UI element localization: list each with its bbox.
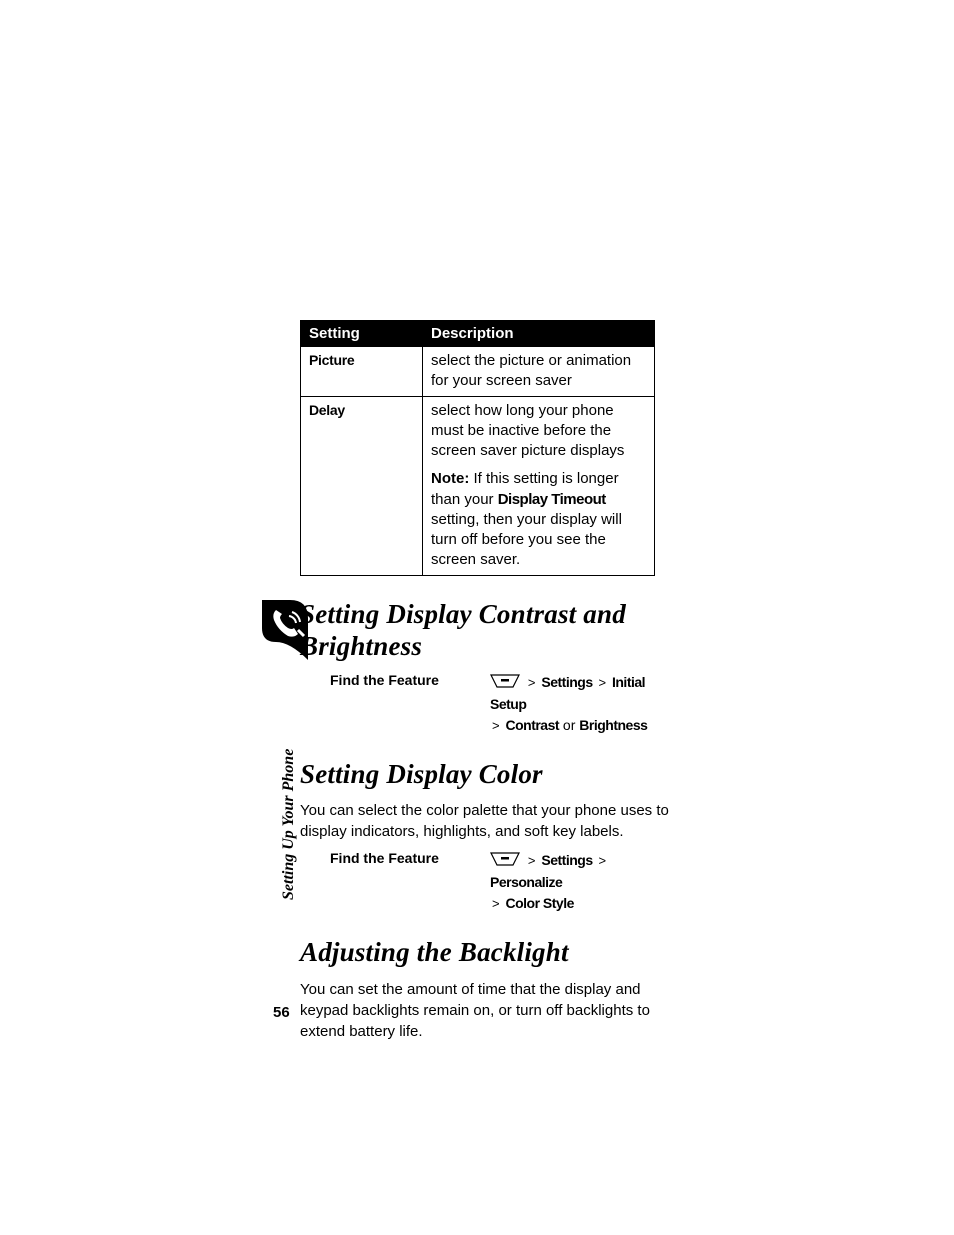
row-delay-desc: select how long your phone must be inact… xyxy=(423,396,655,465)
path-personalize: Personalize xyxy=(490,874,562,890)
header-description: Description xyxy=(423,321,655,347)
body-display-color: You can select the color palette that yo… xyxy=(300,800,670,842)
row-delay-empty xyxy=(301,465,423,575)
body-backlight: You can set the amount of time that the … xyxy=(300,979,670,1042)
row-delay-label: Delay xyxy=(301,396,423,465)
gt-icon: > xyxy=(528,675,536,690)
feature-row: Find the Feature > Settings > Personaliz… xyxy=(330,850,670,914)
path-settings: Settings xyxy=(541,674,592,690)
menu-path: > Settings > Personalize > Color Style xyxy=(490,850,670,914)
feature-row: Find the Feature > Settings > Initial Se… xyxy=(330,672,670,736)
menu-path: > Settings > Initial Setup > Contrast or… xyxy=(490,672,670,736)
heading-contrast-brightness: Setting Display Contrast and Brightness xyxy=(300,598,670,663)
path-contrast: Contrast xyxy=(505,717,559,733)
gt-icon: > xyxy=(599,853,607,868)
gt-icon: > xyxy=(492,718,500,733)
table-row: Picture select the picture or animation … xyxy=(301,347,655,397)
path-settings: Settings xyxy=(541,852,592,868)
menu-key-icon xyxy=(490,673,520,694)
row-picture-label: Picture xyxy=(301,347,423,397)
note-bold: Note: xyxy=(431,470,469,487)
page: Setting Description Picture select the p… xyxy=(0,0,954,1235)
table-row: Note: If this setting is longer than you… xyxy=(301,465,655,575)
row-picture-desc: select the picture or animation for your… xyxy=(423,347,655,397)
path-color-style: Color Style xyxy=(505,895,573,911)
content-area: Setting Description Picture select the p… xyxy=(300,320,670,1042)
path-brightness: Brightness xyxy=(579,717,647,733)
note-text-2: setting, then your display will turn off… xyxy=(431,511,622,569)
row-delay-note: Note: If this setting is longer than you… xyxy=(423,465,655,575)
phone-settings-icon xyxy=(262,600,308,665)
page-number: 56 xyxy=(273,1004,290,1021)
heading-display-color: Setting Display Color xyxy=(300,758,670,790)
header-setting: Setting xyxy=(301,321,423,347)
menu-key-icon xyxy=(490,851,520,872)
path-or: or xyxy=(559,717,579,733)
sidebar-chapter-title: Setting Up Your Phone xyxy=(280,749,298,900)
table-row: Delay select how long your phone must be… xyxy=(301,396,655,465)
gt-icon: > xyxy=(599,675,607,690)
find-the-feature-label: Find the Feature xyxy=(330,672,490,688)
table-header-row: Setting Description xyxy=(301,321,655,347)
gt-icon: > xyxy=(528,853,536,868)
note-inline-setting: Display Timeout xyxy=(498,491,606,508)
heading-backlight: Adjusting the Backlight xyxy=(300,936,670,968)
gt-icon: > xyxy=(492,896,500,911)
find-the-feature-label: Find the Feature xyxy=(330,850,490,866)
settings-table: Setting Description Picture select the p… xyxy=(300,320,655,576)
